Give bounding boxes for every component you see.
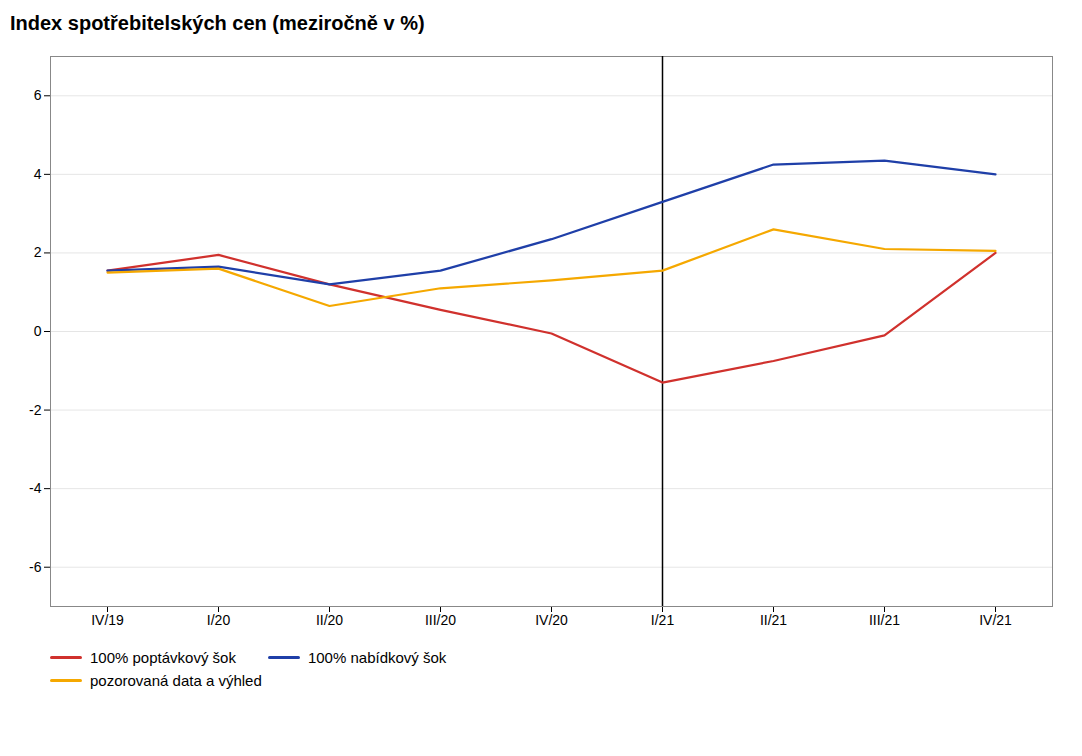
svg-text:I/21: I/21 <box>651 612 675 628</box>
svg-text:-4: -4 <box>29 480 42 496</box>
html-text:pozorovaná data a výhled: pozorovaná data a výhled <box>90 672 262 689</box>
svg-text:-6: -6 <box>29 559 42 575</box>
svg-text:IV/21: IV/21 <box>979 612 1012 628</box>
svg-text:III/21: III/21 <box>869 612 900 628</box>
svg-text:I/20: I/20 <box>207 612 231 628</box>
html-text:100% nabídkový šok: 100% nabídkový šok <box>307 649 447 666</box>
svg-text:IV/19: IV/19 <box>91 612 124 628</box>
svg-text:0: 0 <box>34 323 42 339</box>
html-text:100% poptávkový šok: 100% poptávkový šok <box>90 649 236 666</box>
html-text:Index spotřebitelských cen (me: Index spotřebitelských cen (meziročně v … <box>10 12 425 34</box>
svg-text:6: 6 <box>34 87 42 103</box>
svg-text:4: 4 <box>34 166 42 182</box>
svg-text:IV/20: IV/20 <box>535 612 568 628</box>
svg-text:2: 2 <box>34 244 42 260</box>
svg-text:III/20: III/20 <box>425 612 456 628</box>
svg-text:II/20: II/20 <box>316 612 343 628</box>
svg-text:-2: -2 <box>29 402 42 418</box>
svg-text:II/21: II/21 <box>760 612 787 628</box>
